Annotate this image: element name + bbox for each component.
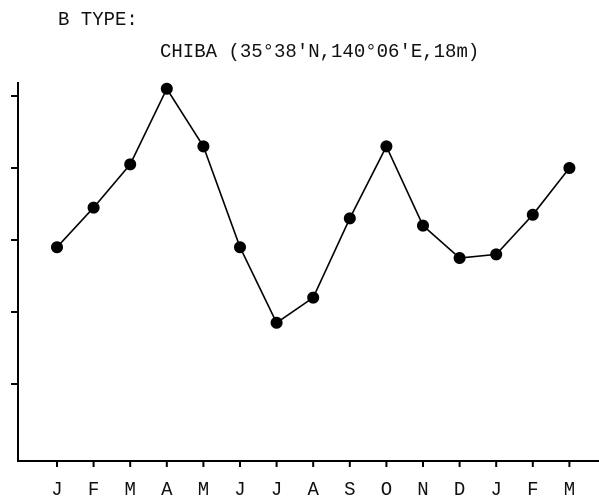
x-tick-label: A <box>307 479 319 501</box>
x-tick-label: A <box>161 479 173 501</box>
x-tick-label: D <box>454 479 465 501</box>
point <box>380 140 393 153</box>
x-tick-label: M <box>564 479 575 501</box>
point <box>270 316 283 329</box>
point <box>417 219 429 232</box>
x-tick-label: J <box>51 479 62 501</box>
x-tick-label: F <box>88 479 99 501</box>
x-tick-label: F <box>527 479 538 501</box>
x-tick-label: O <box>381 479 392 501</box>
point <box>87 201 100 214</box>
point <box>197 140 210 153</box>
point <box>124 158 137 171</box>
series-line <box>56 87 571 324</box>
x-tick-label: M <box>198 479 209 501</box>
point <box>343 212 356 225</box>
x-tick-label: J <box>490 479 501 501</box>
point <box>563 162 576 174</box>
x-tick-label: N <box>417 479 428 501</box>
point <box>490 248 503 261</box>
point <box>51 241 63 254</box>
point <box>526 208 539 221</box>
x-tick-label: M <box>124 479 135 501</box>
point <box>307 291 320 304</box>
chart-subtitle: CHIBA (35°38'N,140°06'E,18m) <box>160 41 479 63</box>
x-tick-label: J <box>234 479 245 501</box>
point <box>453 252 466 264</box>
chart-title: B TYPE: <box>58 9 138 31</box>
point <box>160 82 173 95</box>
x-tick-label: S <box>344 479 355 501</box>
x-tick-label: J <box>271 479 282 501</box>
point <box>234 241 246 254</box>
